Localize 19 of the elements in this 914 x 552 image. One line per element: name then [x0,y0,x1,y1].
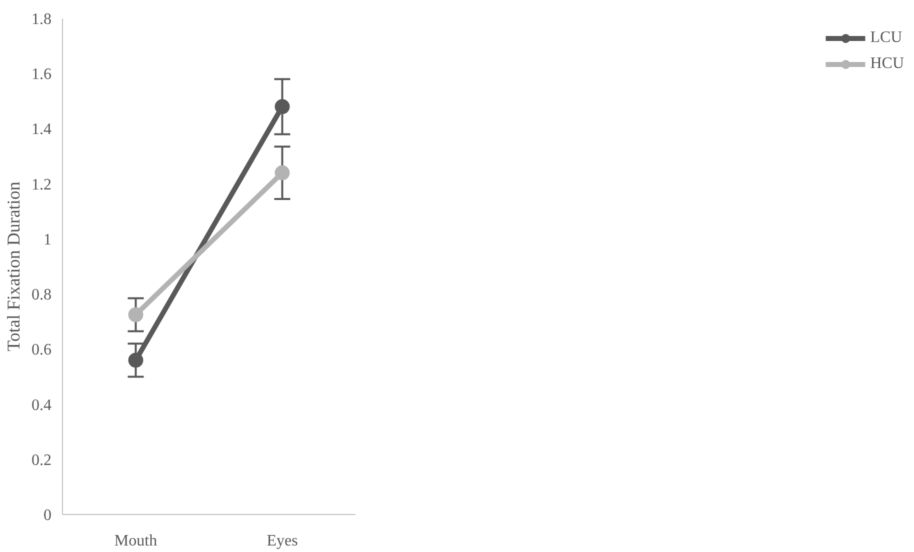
y-axis-title: Total Fixation Duration [4,182,24,352]
point [274,165,290,180]
y-tick-label: 0 [44,507,52,524]
y-tick-label: 0.6 [32,342,52,359]
point [128,352,144,368]
y-tick-label: 1.6 [32,66,52,84]
x-tick-label: Mouth [114,532,158,550]
point [128,307,144,322]
y-tick-label: 0.8 [32,286,52,304]
legend-label: HCU [870,55,904,73]
point [274,99,290,114]
y-tick-label: 1.8 [32,11,52,28]
legend-label: LCU [870,29,902,47]
y-tick-label: 1.4 [32,121,52,138]
y-tick-label: 1 [44,231,52,248]
y-tick-label: 1.2 [32,176,52,194]
y-tick-label: 0.4 [32,396,52,414]
y-tick-label: 0.2 [32,452,52,469]
x-tick-label: Eyes [266,532,298,550]
